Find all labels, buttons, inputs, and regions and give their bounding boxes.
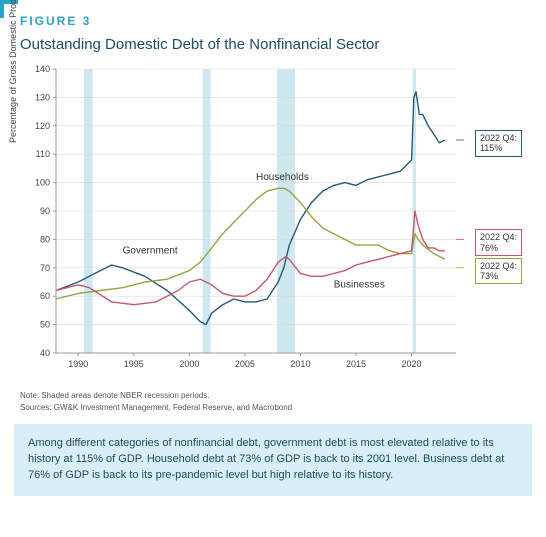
svg-text:70: 70 — [40, 263, 50, 273]
svg-text:Businesses: Businesses — [334, 280, 385, 291]
chart-container: Percentage of Gross Domestic Product 405… — [14, 61, 524, 381]
y-axis-label: Percentage of Gross Domestic Product — [8, 0, 18, 143]
svg-text:Government: Government — [123, 246, 178, 257]
callout: 2022 Q4:115% — [475, 130, 522, 157]
svg-text:140: 140 — [35, 64, 50, 74]
svg-text:110: 110 — [36, 149, 50, 159]
callout: 2022 Q4:73% — [475, 258, 522, 285]
svg-text:100: 100 — [35, 178, 50, 188]
svg-text:80: 80 — [40, 234, 50, 244]
note-recession: Note: Shaded areas denote NBER recession… — [20, 391, 526, 401]
svg-text:2010: 2010 — [290, 359, 310, 369]
svg-text:90: 90 — [40, 206, 50, 216]
chart-title: Outstanding Domestic Debt of the Nonfina… — [20, 36, 532, 53]
callout: 2022 Q4:76% — [475, 229, 522, 256]
svg-text:2020: 2020 — [402, 359, 422, 369]
figure-label: FIGURE 3 — [20, 14, 532, 28]
svg-text:1990: 1990 — [68, 359, 88, 369]
svg-text:Households: Households — [256, 172, 309, 183]
line-chart: 40 50 60 70 80 90 100 110 120 130 140 1990 1995 2000 2… — [14, 61, 524, 381]
svg-text:50: 50 — [40, 320, 50, 330]
svg-text:130: 130 — [35, 92, 50, 102]
svg-text:40: 40 — [40, 348, 50, 358]
svg-text:2015: 2015 — [346, 359, 366, 369]
svg-text:2005: 2005 — [235, 359, 255, 369]
svg-text:120: 120 — [35, 121, 50, 131]
svg-text:1995: 1995 — [124, 359, 144, 369]
svg-text:2000: 2000 — [179, 359, 199, 369]
svg-text:60: 60 — [40, 291, 50, 301]
summary-box: Among different categories of nonfinanci… — [14, 424, 532, 496]
note-sources: Sources: GW&K Investment Management, Fed… — [20, 403, 526, 413]
